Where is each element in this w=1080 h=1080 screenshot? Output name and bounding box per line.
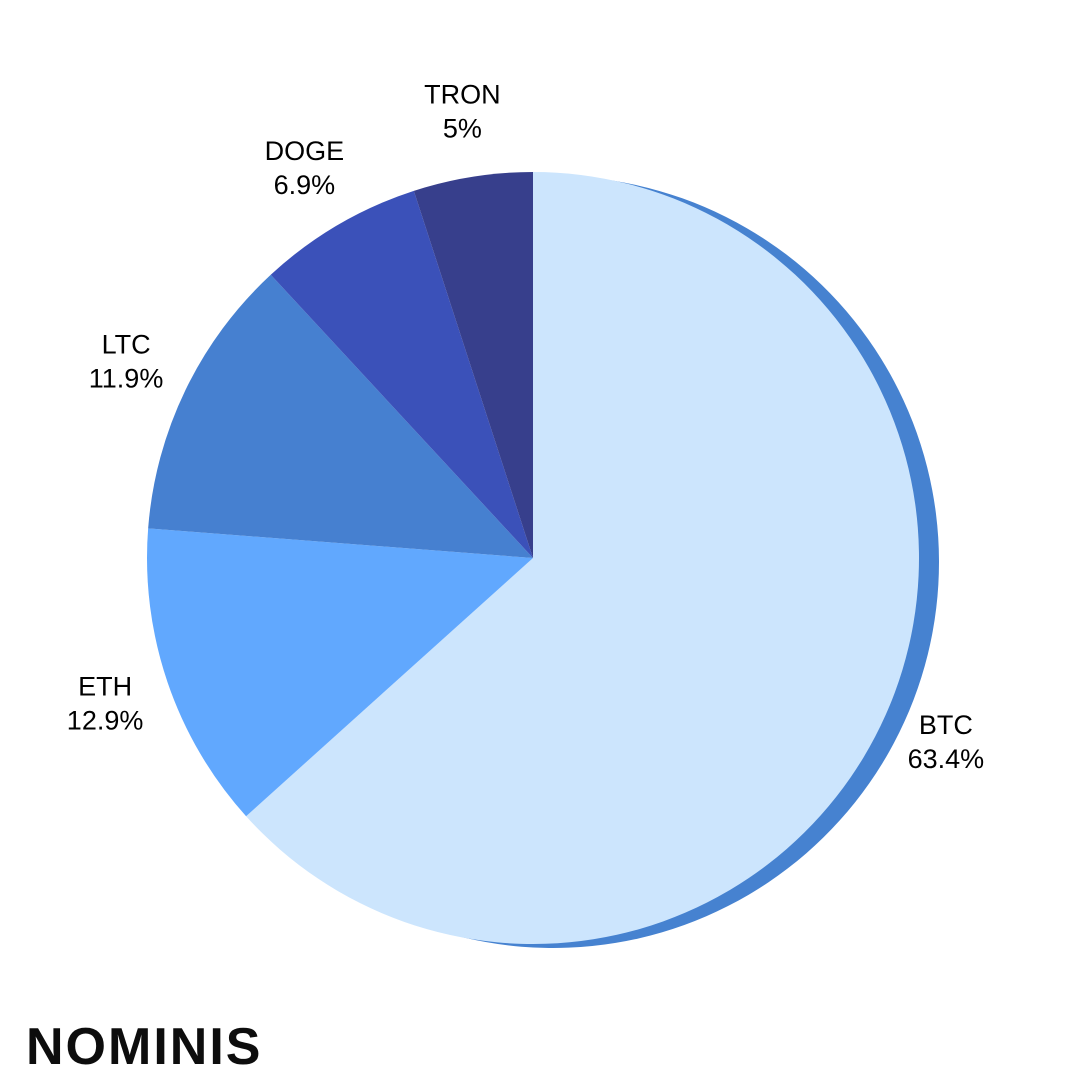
slice xyxy=(270,190,533,558)
slice-value: 6.9% xyxy=(274,170,336,200)
slice xyxy=(148,274,533,558)
slice-value: 5% xyxy=(443,114,482,144)
slice-value: 12.9% xyxy=(67,706,144,736)
slice-label: ETH xyxy=(78,672,132,702)
logo: NOMINIS xyxy=(26,1018,262,1076)
slice xyxy=(413,172,533,558)
slice-label: LTC xyxy=(102,329,151,359)
slice-value: 11.9% xyxy=(89,363,164,393)
slice-label: BTC xyxy=(919,710,973,740)
slice-value: 63.4% xyxy=(908,744,985,774)
slice-label: TRON xyxy=(424,80,501,110)
slice-label: DOGE xyxy=(265,136,345,166)
slice xyxy=(146,528,533,817)
slice xyxy=(246,172,920,944)
